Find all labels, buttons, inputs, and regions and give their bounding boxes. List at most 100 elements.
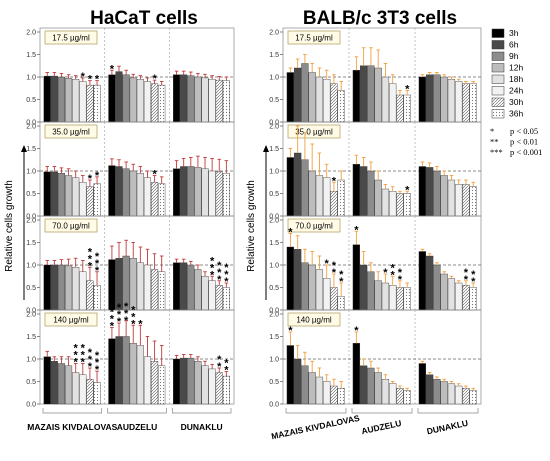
significance-mark: * (117, 302, 122, 314)
bar (337, 179, 345, 217)
bar (308, 372, 316, 405)
bar (79, 374, 87, 405)
bar (389, 383, 397, 405)
significance-mark: * (405, 84, 410, 96)
bar (180, 262, 188, 311)
bar (208, 170, 216, 217)
bar (286, 345, 295, 405)
bar (447, 79, 456, 123)
bar (301, 365, 309, 405)
bar (360, 264, 368, 311)
significance-mark: * (354, 325, 359, 337)
chart-panels: 0.00.51.01.52.017.5 µg/ml* * ***0.00.51.01… (26, 27, 482, 441)
legend-swatch (491, 28, 505, 38)
y-tick-label: 0.0 (26, 402, 36, 409)
group-brace (42, 408, 103, 414)
significance-mark: * (383, 267, 388, 279)
significance-mark: * (95, 251, 100, 263)
bar (93, 285, 101, 311)
x-tick-label: DUNAKLU (426, 418, 469, 437)
y-tick-label: 0.5 (269, 379, 279, 386)
y-tick-label: 1.5 (269, 146, 279, 153)
y-tick-label: 0.5 (269, 285, 279, 292)
bar (381, 379, 390, 405)
bar (462, 388, 470, 405)
bar (173, 74, 181, 123)
significance-mark: * (138, 318, 143, 330)
concentration-label: 17.5 µg/ml (52, 34, 90, 43)
bar (201, 276, 209, 311)
bar (440, 76, 448, 123)
significance-mark: * (88, 253, 93, 265)
significance-mark: * (95, 258, 100, 270)
bar (294, 67, 302, 123)
legend-swatch (491, 51, 505, 61)
bar (469, 83, 477, 123)
x-tick-label: AUDZELU (117, 422, 158, 432)
bar (308, 170, 316, 217)
bar (323, 381, 331, 405)
bar (158, 365, 166, 405)
y-tick-label: 2.0 (269, 312, 279, 319)
bar (308, 72, 316, 123)
y-tick-label: 1.0 (26, 169, 36, 176)
significance-mark: * (471, 269, 476, 281)
bar (208, 368, 216, 405)
y-tick-label: 1.5 (269, 334, 279, 341)
bar (360, 166, 368, 217)
significance-mark: * (332, 175, 337, 187)
bar (403, 193, 411, 217)
bar (93, 84, 101, 123)
significance-mark: * (95, 170, 100, 182)
x-tick-label: MAZAIS KIVDALOVAS (27, 422, 117, 432)
bar (108, 338, 116, 405)
bar (201, 77, 209, 123)
concentration-label-box (287, 30, 341, 45)
concentration-label-box (44, 30, 98, 45)
y-tick-label: 0.0 (26, 120, 36, 127)
concentration-label-box (44, 312, 98, 327)
bar (426, 255, 434, 311)
bar (426, 374, 434, 405)
bar (286, 72, 295, 123)
bar (352, 343, 361, 405)
significance-mark: * (117, 309, 122, 321)
concentration-label: 17.5 µg/ml (295, 34, 333, 43)
significance-mark: * (88, 361, 93, 373)
y-tick-label: 0.0 (26, 214, 36, 221)
bar (180, 357, 188, 405)
bar (57, 363, 66, 405)
significance-mark: * (224, 365, 229, 377)
y-tick-label: 0.5 (269, 191, 279, 198)
bar (187, 166, 195, 217)
significance-mark: * (217, 361, 222, 373)
bar (286, 157, 295, 217)
bar (143, 177, 152, 217)
y-tick-label: 2.0 (26, 124, 36, 131)
significance-mark: * (224, 269, 229, 281)
significance-mark: * (74, 343, 79, 355)
bar (222, 173, 230, 217)
bar (323, 79, 331, 123)
bar (352, 70, 361, 123)
bar (367, 271, 375, 311)
significance-mark: * (210, 255, 215, 267)
y-tick-label: 2.0 (269, 124, 279, 131)
bar (433, 264, 441, 311)
bar (122, 74, 130, 123)
bar (374, 67, 382, 123)
significance-mark: * (224, 262, 229, 274)
bar (455, 282, 463, 311)
bar (50, 171, 58, 217)
concentration-label-box (287, 218, 341, 233)
significance-mark-legend: ** (490, 137, 499, 147)
y-tick-label: 2.0 (269, 218, 279, 225)
significance-mark: * (74, 357, 79, 369)
significance-mark: * (110, 321, 115, 333)
significance-mark: * (217, 260, 222, 272)
group-brace (285, 408, 347, 414)
concentration-label: 35.0 µg/ml (52, 128, 90, 137)
legend-label: 24h (509, 86, 523, 96)
significance-mark: * (152, 73, 157, 85)
y-tick-label: 1.0 (269, 75, 279, 82)
